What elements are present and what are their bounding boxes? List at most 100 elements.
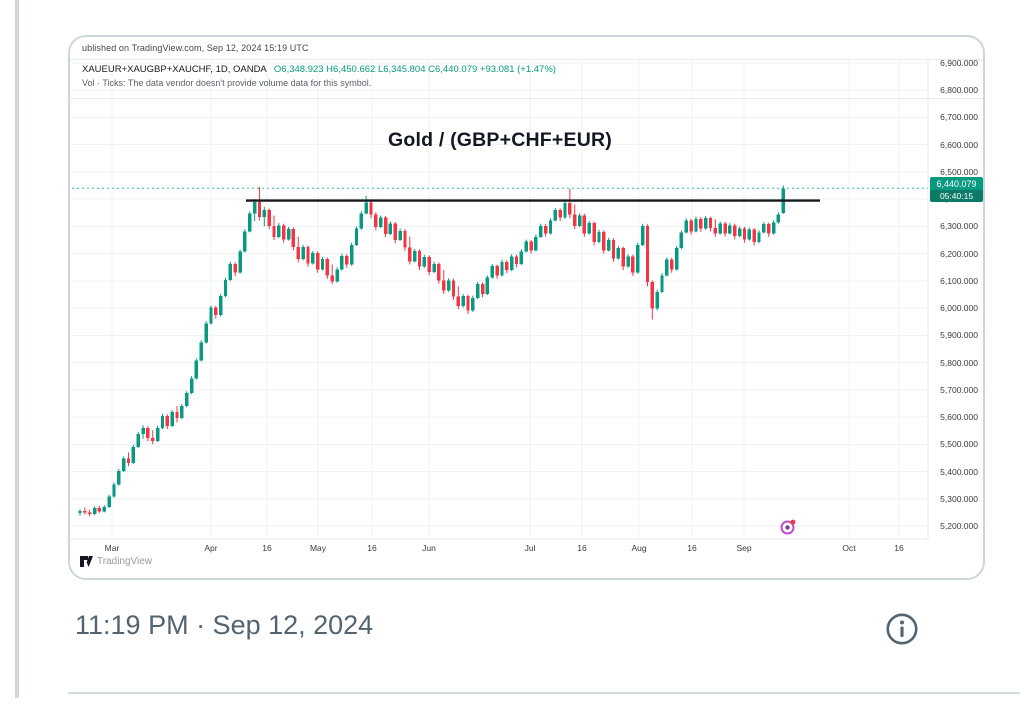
candle [422,256,427,267]
candle [248,213,252,232]
candle [733,225,737,237]
candle [136,433,140,448]
candle [728,225,732,234]
bar-countdown: 05:40:15 [930,190,983,203]
candle [524,241,528,252]
candle [252,201,257,214]
candle [340,255,344,270]
price-scale-label: 6,100.000 [940,275,978,286]
candle [767,224,771,234]
price-scale-label: 6,900.000 [940,58,978,68]
candle [752,229,756,243]
candle [529,241,533,251]
info-icon[interactable] [885,612,919,646]
candle [306,247,310,264]
candle [238,251,242,273]
candle [218,296,223,316]
chart-image-card[interactable]: ublished on TradingView.com, Sep 12, 202… [68,35,985,580]
time-scale-label: Aug [631,543,647,553]
candle [228,263,233,280]
candle [88,512,92,515]
price-scale-label: 6,300.000 [940,221,978,232]
candle [199,342,203,361]
candle [679,232,684,249]
candle [762,224,766,233]
candle [369,202,373,215]
price-scale-label: 5,200.000 [940,521,978,531]
candle [185,393,189,407]
chart-title: Gold / (GBP+CHF+EUR) [388,129,612,151]
time-scale-label: Jun [422,543,436,553]
time-scale-label: 16 [687,543,697,553]
time-scale-label: Sep [736,543,752,553]
candle [723,223,727,234]
candle [175,412,179,419]
tradingview-watermark-text: TradingView [97,556,153,567]
candle [131,447,136,463]
published-on-text: ublished on TradingView.com, Sep 12, 202… [82,43,309,53]
candle [97,508,102,512]
candle [539,225,543,237]
price-scale-label: 5,300.000 [940,493,978,504]
candle [456,296,460,306]
candle [645,225,650,282]
candle [674,248,679,270]
candle [568,202,572,215]
candle [257,201,262,217]
candle [345,255,349,265]
candle [776,214,781,223]
candle [117,470,121,485]
candle [694,218,698,232]
candle [509,256,514,270]
candle [427,256,431,273]
price-scale-label: 6,700.000 [940,112,978,123]
price-scale-label: 6,000.000 [940,303,978,314]
candle [243,231,247,252]
candle [330,275,334,282]
candle [446,280,451,291]
candle [189,378,194,394]
price-scale-label: 5,600.000 [940,412,978,423]
candle [233,263,237,273]
candle [301,247,305,260]
candle [650,281,654,309]
time-scale-label: 16 [367,543,377,553]
candle [325,259,330,276]
candle [146,427,150,438]
candle [563,202,567,218]
candle [78,511,82,513]
candle [141,427,145,434]
candle [92,508,97,515]
time-scale-label: 16 [262,543,272,553]
candle [684,220,688,233]
candle [534,236,538,251]
candle [708,218,713,229]
candle [577,215,582,226]
candle [471,297,475,311]
candle [548,220,553,234]
candle [209,307,213,324]
price-scale-label: 6,800.000 [940,85,978,96]
candle [718,223,722,234]
tweet-footer: 11:19 PM · Sep 12, 2024 [75,610,955,645]
time-scale-label: 16 [894,543,904,553]
candle [451,280,456,297]
time-scale-label: Jul [524,543,536,553]
candle [476,284,480,298]
candle [282,225,286,240]
last-price-value: 6,440.079 [930,177,983,191]
candle [640,225,645,245]
candle [670,259,674,270]
thread-connector-line [15,0,19,698]
candle [597,231,601,243]
candle [379,217,383,227]
candle [272,225,276,237]
time-scale-label: 16 [577,543,587,553]
candle [398,230,402,241]
candle [631,256,635,273]
candle [83,511,87,513]
candle [349,244,354,265]
candle [665,259,669,276]
chart-legend: XAUEUR+XAUGBP+XAUCHF, 1D, OANDA O6,348.9… [70,59,983,99]
candle [495,266,499,276]
